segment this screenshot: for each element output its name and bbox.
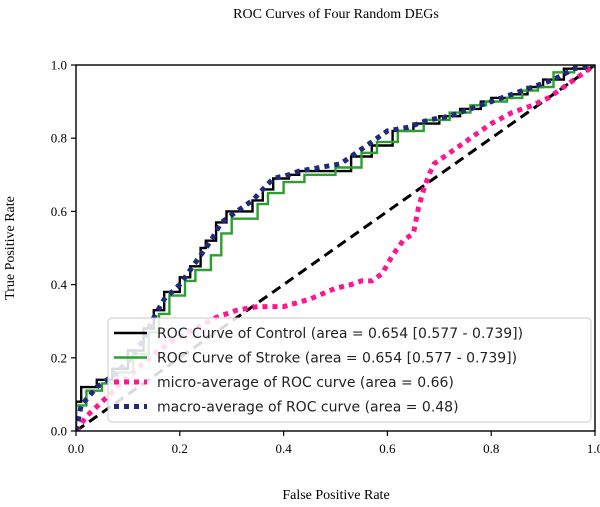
series-line-micro-average-of-roc-curve-area-0-66 [76,65,595,431]
plot-frame [75,64,596,432]
x-tick-label: 1.0 [587,441,600,456]
x-tick-label: 0.6 [379,441,396,456]
y-tick-label: 0.8 [51,131,67,146]
y-tick-label: 0.4 [51,277,68,292]
series-line-macro-average-of-roc-curve-area-0-48 [76,65,595,431]
x-tick-label: 0.4 [275,441,292,456]
legend-label: micro-average of ROC curve (area = 0.66) [157,375,454,391]
x-tick-label: 0.8 [483,441,499,456]
x-tick-label: 0.0 [68,441,84,456]
legend-label: ROC Curve of Control (area = 0.654 [0.57… [157,326,523,342]
y-tick-label: 1.0 [51,58,67,73]
x-axis-ticks: 0.0 0.2 0.4 0.6 0.8 1.0 [68,431,600,456]
legend-label: ROC Curve of Stroke (area = 0.654 [0.577… [157,351,517,367]
chart-title: ROC Curves of Four Random DEGs [233,7,439,22]
y-tick-label: 0.0 [51,424,67,439]
y-tick-label: 0.6 [51,204,68,219]
legend: ROC Curve of Control (area = 0.654 [0.57… [107,317,592,423]
legend-box [107,317,592,423]
y-axis-ticks: 0.0 0.2 0.4 0.6 0.8 1.0 [51,58,76,439]
legend-label: macro-average of ROC curve (area = 0.48) [157,400,459,416]
y-axis-label: True Positive Rate [3,196,18,300]
y-tick-label: 0.2 [51,350,67,365]
x-axis-label: False Positive Rate [282,488,389,503]
x-tick-label: 0.2 [172,441,188,456]
